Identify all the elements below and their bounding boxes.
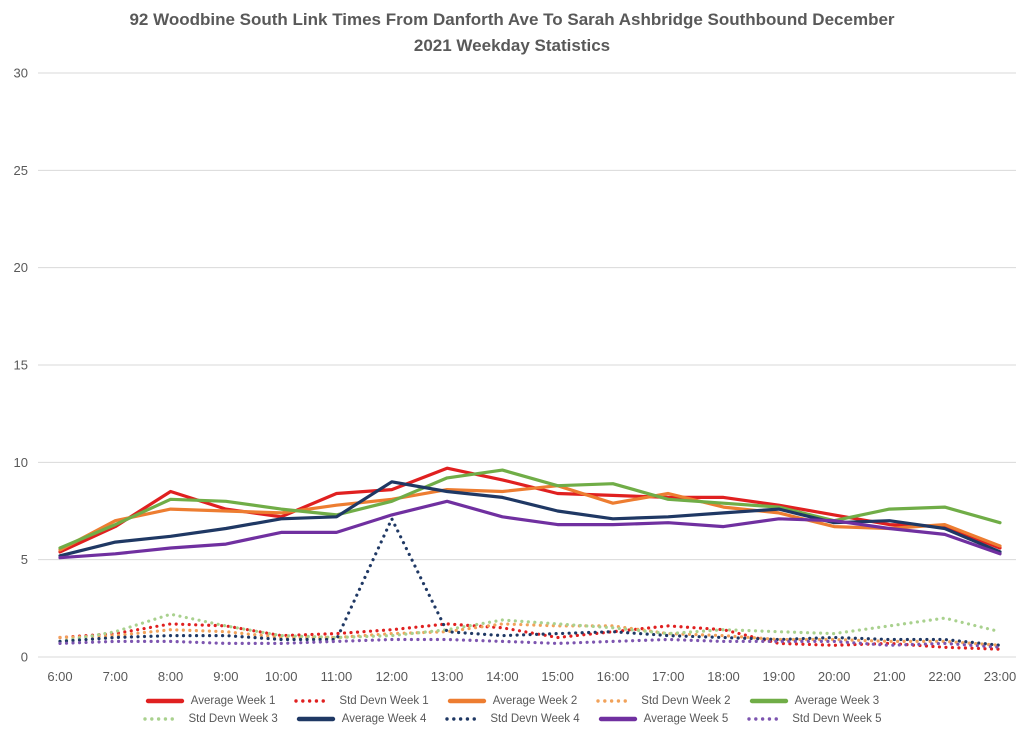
- legend-row: Std Devn Week 3 Average Week 4 Std Devn We…: [142, 713, 882, 725]
- y-axis-grid: 0 5 10 15 20 25 30: [14, 66, 1016, 665]
- x-tick-label: 18:00: [707, 669, 740, 684]
- chart-legend: Average Week 1 Std Devn Week 1 Average Wee…: [0, 695, 1024, 725]
- series-std-devn-week-1: [58, 622, 1002, 651]
- legend-label: Average Week 4: [341, 713, 427, 725]
- dotted-line-swatch-icon: [596, 699, 634, 703]
- x-axis: 6:00 7:00 8:00 9:00 10:00 11:00 12:00 13:00 14:0…: [47, 669, 1016, 684]
- legend-label: Average Week 2: [492, 695, 578, 707]
- legend-label: Average Week 5: [643, 713, 729, 725]
- dotted-line-swatch-icon: [747, 717, 785, 721]
- legend-item-average-week-4: Average Week 4: [296, 713, 427, 725]
- legend-label: Std Devn Week 3: [188, 713, 278, 725]
- dotted-line-swatch-icon: [445, 717, 484, 721]
- chart-title-line1: 92 Woodbine South Link Times From Danfor…: [129, 10, 895, 29]
- x-tick-label: 7:00: [103, 669, 128, 684]
- series-average-week-3: [58, 468, 1002, 550]
- x-tick-label: 11:00: [321, 669, 353, 684]
- series-std-devn-week-5: [58, 637, 1002, 649]
- dotted-line-swatch-icon: [143, 717, 182, 721]
- legend-item-average-week-2: Average Week 2: [447, 695, 578, 707]
- series-std-devn-week-3: [58, 612, 1002, 644]
- legend-item-std-devn-week-4: Std Devn Week 4: [444, 713, 580, 725]
- legend-label: Average Week 1: [190, 695, 276, 707]
- x-tick-label: 20:00: [818, 669, 851, 684]
- x-tick-label: 8:00: [158, 669, 183, 684]
- y-tick-label: 0: [21, 650, 28, 665]
- y-tick-label: 5: [21, 552, 28, 567]
- chart-title: 92 Woodbine South Link Times From Danfor…: [0, 7, 1024, 60]
- x-tick-label: 12:00: [375, 669, 408, 684]
- solid-line-swatch-icon: [296, 716, 335, 722]
- x-tick-label: 15:00: [541, 669, 574, 684]
- legend-label: Std Devn Week 2: [641, 695, 731, 707]
- x-tick-label: 22:00: [928, 669, 961, 684]
- series-average-week-2: [58, 484, 1002, 552]
- x-tick-label: 23:00: [984, 669, 1017, 684]
- x-tick-label: 13:00: [431, 669, 464, 684]
- legend-item-average-week-5: Average Week 5: [598, 713, 729, 725]
- x-tick-label: 17:00: [652, 669, 685, 684]
- y-tick-label: 25: [14, 163, 28, 178]
- x-tick-label: 10:00: [265, 669, 298, 684]
- legend-item-std-devn-week-5: Std Devn Week 5: [746, 713, 882, 725]
- y-tick-label: 20: [14, 260, 28, 275]
- legend-label: Std Devn Week 5: [792, 713, 882, 725]
- x-tick-label: 21:00: [873, 669, 906, 684]
- solid-line-swatch-icon: [749, 698, 788, 704]
- x-tick-label: 19:00: [763, 669, 796, 684]
- series-average-week-5: [58, 499, 1002, 560]
- solid-line-swatch-icon: [598, 716, 637, 722]
- legend-item-average-week-3: Average Week 3: [749, 695, 880, 707]
- series-std-devn-week-4: [58, 517, 1002, 647]
- legend-item-std-devn-week-1: Std Devn Week 1: [293, 695, 429, 707]
- dotted-line-swatch-icon: [294, 699, 333, 703]
- y-tick-label: 30: [14, 66, 28, 81]
- y-tick-label: 10: [14, 455, 28, 470]
- legend-row: Average Week 1 Std Devn Week 1 Average Wee…: [145, 695, 879, 707]
- x-tick-label: 9:00: [213, 669, 238, 684]
- series-std-devn-week-2: [58, 622, 1002, 647]
- solid-line-swatch-icon: [447, 698, 486, 704]
- series-average-week-1: [58, 466, 1002, 554]
- legend-label: Average Week 3: [794, 695, 880, 707]
- x-tick-label: 6:00: [47, 669, 72, 684]
- solid-line-swatch-icon: [145, 698, 184, 704]
- x-tick-label: 14:00: [486, 669, 519, 684]
- legend-item-average-week-1: Average Week 1: [145, 695, 276, 707]
- legend-item-std-devn-week-2: Std Devn Week 2: [595, 695, 731, 707]
- legend-item-std-devn-week-3: Std Devn Week 3: [142, 713, 278, 725]
- legend-label: Std Devn Week 4: [490, 713, 580, 725]
- chart-title-line2: 2021 Weekday Statistics: [413, 36, 611, 56]
- x-tick-label: 16:00: [597, 669, 630, 684]
- legend-label: Std Devn Week 1: [339, 695, 429, 707]
- y-tick-label: 15: [14, 358, 28, 373]
